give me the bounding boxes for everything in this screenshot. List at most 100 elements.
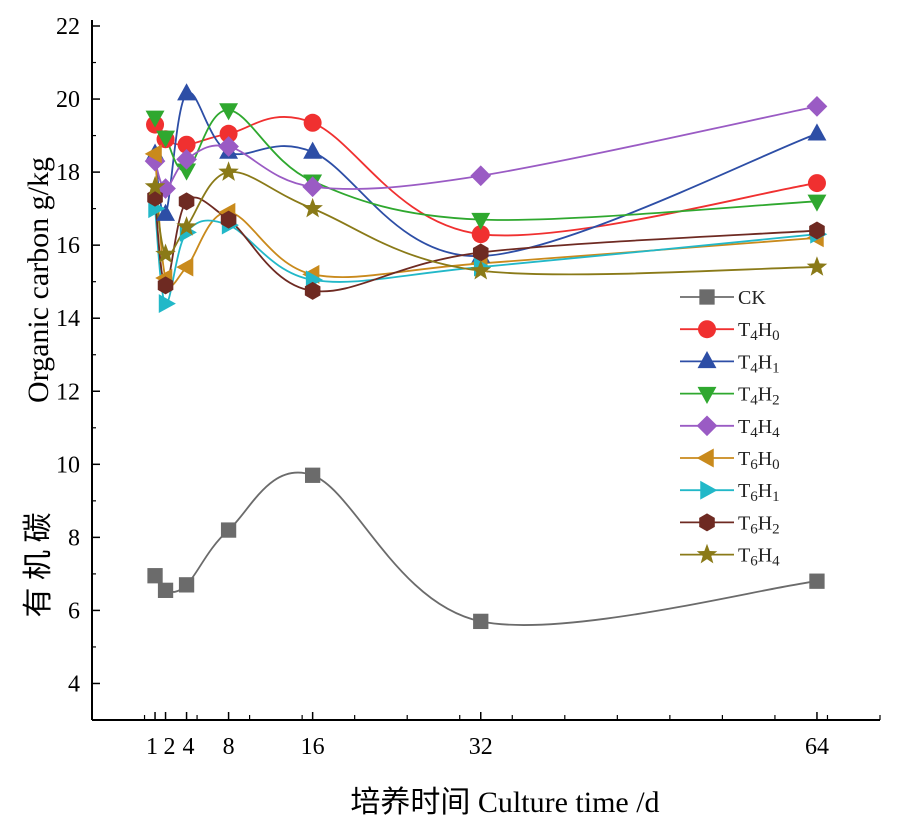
x-tick-label: 4	[183, 734, 195, 760]
legend-subscript: 6	[750, 489, 758, 505]
y-tick-label: 18	[56, 160, 80, 186]
legend-marker-t4h4	[696, 415, 718, 437]
series-markers	[144, 83, 828, 630]
y-tick-label: 14	[56, 306, 80, 332]
legend-marker-t6h1	[700, 480, 718, 500]
legend-marker-t4h2	[697, 386, 717, 404]
x-tick-label: 1	[146, 734, 158, 760]
series-line-ck	[154, 471, 818, 626]
data-point-t4h1	[303, 141, 323, 159]
data-point-ck	[809, 573, 825, 589]
data-point-t6h2	[220, 210, 237, 229]
data-point-t4h1	[156, 203, 175, 221]
data-point-ck	[147, 568, 163, 584]
data-point-t4h0	[471, 225, 490, 244]
data-point-t4h1	[807, 123, 827, 141]
data-point-t6h4	[470, 259, 492, 280]
y-tick-label: 16	[56, 233, 80, 259]
data-point-ck	[473, 613, 489, 630]
legend-label-t6h2: T6H2	[738, 512, 780, 537]
legend-subscript: 4	[750, 393, 758, 409]
data-point-ck	[220, 522, 237, 538]
legend-text-part: T	[738, 512, 750, 534]
data-point-t4h2	[471, 212, 491, 230]
data-point-t4h4	[302, 176, 323, 198]
legend-subscript: 6	[750, 457, 758, 473]
y-tick-label: 12	[56, 379, 80, 405]
data-point-t4h4	[806, 96, 828, 117]
data-point-t4h0	[219, 124, 238, 143]
legend-marker-t6h2	[699, 513, 715, 532]
data-point-t6h0	[144, 144, 162, 164]
data-point-t6h4	[155, 243, 176, 264]
data-point-t4h1	[177, 83, 197, 101]
legend-text-part: T	[738, 480, 750, 502]
legend-label-t6h4: T6H4	[738, 545, 780, 570]
data-point-t6h2	[809, 221, 825, 240]
legend-marker-t6h0	[696, 448, 714, 468]
data-point-t4h2	[156, 130, 175, 148]
legend-text-part: H	[758, 512, 772, 534]
data-point-t4h4	[218, 136, 239, 157]
legend-text-part: H	[758, 416, 772, 438]
data-point-t4h0	[303, 113, 322, 132]
x-tick-label: 8	[223, 734, 235, 760]
legend-subscript: 1	[772, 489, 780, 505]
data-point-t6h4	[144, 175, 166, 196]
y-tick-label: 20	[56, 87, 80, 113]
data-point-t4h2	[177, 163, 197, 181]
y-tick-label: 22	[56, 14, 80, 40]
legend-text-part: H	[758, 545, 772, 567]
data-point-t6h4	[176, 216, 197, 236]
legend-label-t6h1: T6H1	[738, 480, 780, 505]
legend-label-ck: CK	[738, 287, 766, 309]
legend-text-part: H	[758, 448, 772, 470]
data-point-t6h2	[157, 276, 174, 295]
legend-marker-t4h1	[697, 351, 717, 369]
y-tick-label: 4	[68, 671, 80, 697]
series-line-t4h2	[154, 109, 818, 221]
data-point-t6h0	[176, 257, 194, 277]
data-point-ck	[178, 577, 195, 593]
data-point-t6h4	[806, 256, 828, 276]
legend-text-part: H	[758, 480, 772, 502]
legend-subscript: 1	[772, 360, 780, 376]
legend-subscript: 0	[772, 328, 780, 344]
x-axis-title: 培养时间 Culture time /d	[350, 786, 659, 819]
data-point-t6h2	[472, 243, 489, 262]
legend-subscript: 0	[772, 457, 780, 473]
legend-text-part: T	[738, 448, 750, 470]
legend-subscript: 4	[750, 328, 758, 344]
legend-label-t4h0: T4H0	[738, 319, 780, 344]
legend-subscript: 4	[772, 425, 780, 441]
data-point-t4h2	[219, 103, 239, 121]
legend-label-t6h0: T6H0	[738, 448, 780, 473]
data-point-t6h2	[304, 281, 321, 300]
legend-marker-t6h4	[696, 543, 718, 564]
data-point-t4h0	[807, 174, 826, 193]
x-tick-label: 64	[805, 734, 829, 760]
legend-label-t4h1: T4H1	[738, 351, 780, 376]
y-tick-label: 10	[56, 452, 80, 478]
legend-label-t4h2: T4H2	[738, 384, 780, 409]
data-point-t6h1	[158, 294, 176, 314]
legend-subscript: 2	[772, 521, 780, 537]
legend-text-part: T	[738, 416, 750, 438]
data-point-t4h2	[807, 194, 827, 212]
x-tick-label: 32	[469, 734, 493, 760]
legend-subscript: 4	[750, 360, 758, 376]
legend-subscript: 4	[750, 425, 758, 441]
legend-marker-t4h0	[698, 320, 716, 339]
x-tick-label: 2	[164, 734, 176, 760]
data-point-t6h4	[302, 197, 323, 218]
legend-subscript: 6	[750, 554, 758, 570]
legend-label-t4h4: T4H4	[738, 416, 780, 441]
legend-text-part: T	[738, 545, 750, 567]
data-point-t6h4	[218, 161, 239, 181]
legend-text-part: T	[738, 319, 750, 341]
legend-subscript: 6	[750, 521, 758, 537]
legend-marker-ck	[699, 289, 715, 305]
legend-subscript: 2	[772, 393, 780, 409]
legend-text-part: CK	[738, 287, 766, 309]
